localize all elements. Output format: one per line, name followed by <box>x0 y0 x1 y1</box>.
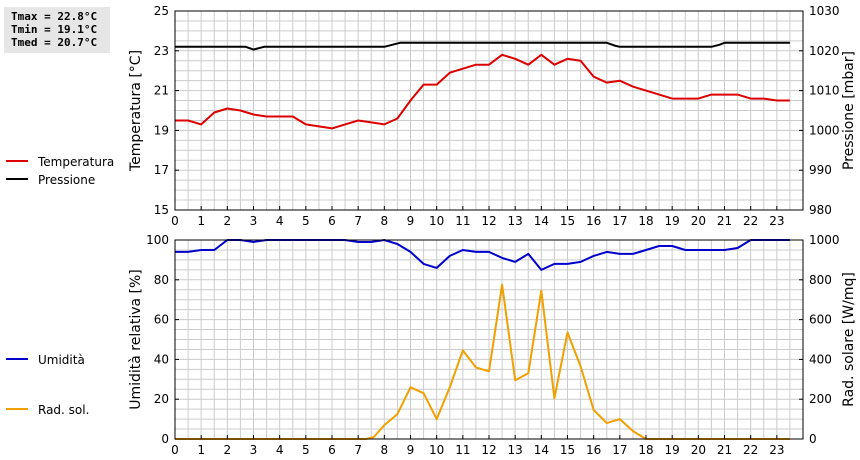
x-tick-label: 16 <box>586 443 601 457</box>
y2-tick-label: 0 <box>809 432 817 446</box>
legend-humidity-solar: Umidità Rad. sol. <box>6 353 89 417</box>
y2-tick-label: 1000 <box>809 123 840 137</box>
x-tick-label: 5 <box>302 214 310 228</box>
y2-tick-label: 1030 <box>809 4 840 18</box>
y-tick-label: 0 <box>161 432 169 446</box>
x-tick-label: 6 <box>328 214 336 228</box>
grid-2 <box>175 240 803 439</box>
y2-tick-label: 200 <box>809 392 832 406</box>
x-tick-label: 12 <box>481 214 496 228</box>
x-tick-label: 8 <box>381 443 389 457</box>
y-tick-label: 20 <box>154 392 169 406</box>
y2-tick-label: 1000 <box>809 233 840 247</box>
x-tick-label: 13 <box>508 443 523 457</box>
tmin-label: Tmin = 19.1°C <box>11 23 98 36</box>
y-tick-label: 80 <box>154 273 169 287</box>
x-tick-label: 6 <box>328 443 336 457</box>
x-tick-label: 2 <box>224 443 232 457</box>
x-tick-label: 20 <box>691 214 706 228</box>
y-tick-label: 17 <box>154 163 169 177</box>
y-tick-label: 40 <box>154 352 169 366</box>
ticks-1: 0 1 2 3 4 5 6 7 8 9 10 11 12 13 14 15 16 17 18 19 20 21 22 2315… <box>154 4 840 228</box>
y2-tick-label: 980 <box>809 203 832 217</box>
legend-label-pressure: Pressione <box>38 173 95 187</box>
x-tick-label: 16 <box>586 214 601 228</box>
x-tick-label: 19 <box>665 443 680 457</box>
x-tick-label: 10 <box>429 214 444 228</box>
y2-tick-label: 800 <box>809 273 832 287</box>
legend-label-temperature: Temperatura <box>37 155 114 169</box>
y2-tick-label: 1010 <box>809 84 840 98</box>
y2-tick-label: 600 <box>809 313 832 327</box>
x-tick-label: 20 <box>691 443 706 457</box>
x-tick-label: 19 <box>665 214 680 228</box>
legend-temperature-pressure: Temperatura Pressione <box>6 155 114 187</box>
series-line-temperatura <box>175 53 790 130</box>
x-tick-label: 11 <box>455 443 470 457</box>
x-tick-label: 13 <box>508 214 523 228</box>
x-tick-label: 9 <box>407 214 415 228</box>
y-tick-label: 15 <box>154 203 169 217</box>
y2-tick-label: 990 <box>809 163 832 177</box>
y2-axis-label-pressure: Pressione [mbar] <box>841 51 857 170</box>
x-tick-label: 18 <box>638 443 653 457</box>
x-tick-label: 21 <box>717 443 732 457</box>
y2-axis-label-solar: Rad. solare [W/mq] <box>841 272 857 407</box>
x-tick-label: 14 <box>534 443 549 457</box>
y-tick-label: 23 <box>154 44 169 58</box>
series-line-umidit <box>175 239 790 271</box>
x-tick-label: 3 <box>250 443 258 457</box>
x-tick-label: 7 <box>354 214 362 228</box>
x-tick-label: 15 <box>560 443 575 457</box>
x-tick-label: 22 <box>743 443 758 457</box>
y-tick-label: 25 <box>154 4 169 18</box>
stats-box: Tmax = 22.8°C Tmin = 19.1°C Tmed = 20.7°… <box>4 7 110 53</box>
temperature-pressure-chart: 0 1 2 3 4 5 6 7 8 9 10 11 12 13 14 15 16 17 18 19 20 21 22 2315… <box>128 4 857 228</box>
x-tick-label: 0 <box>171 214 179 228</box>
x-tick-label: 23 <box>769 443 784 457</box>
x-tick-label: 12 <box>481 443 496 457</box>
series-line-rad-sol <box>175 283 790 440</box>
x-tick-label: 5 <box>302 443 310 457</box>
y-axis-label-temperature: Temperatura [°C] <box>128 50 144 172</box>
x-tick-label: 22 <box>743 214 758 228</box>
x-tick-label: 2 <box>224 214 232 228</box>
grid-1 <box>175 11 803 210</box>
x-tick-label: 3 <box>250 214 258 228</box>
legend-label-humidity: Umidità <box>38 353 85 367</box>
y-axis-label-humidity: Umidità relativa [%] <box>128 269 144 410</box>
humidity-solar-chart: 0 1 2 3 4 5 6 7 8 9 10 11 12 13 14 15 16 17 18 19 20 21 22 2302… <box>128 233 857 457</box>
x-tick-label: 4 <box>276 443 284 457</box>
x-tick-label: 18 <box>638 214 653 228</box>
x-tick-label: 17 <box>612 214 627 228</box>
series-line-pressione <box>175 41 790 51</box>
y2-tick-label: 400 <box>809 352 832 366</box>
x-tick-label: 1 <box>197 214 205 228</box>
x-tick-label: 8 <box>381 214 389 228</box>
x-tick-label: 21 <box>717 214 732 228</box>
x-tick-label: 17 <box>612 443 627 457</box>
legend-label-solar: Rad. sol. <box>38 403 89 417</box>
x-tick-label: 1 <box>197 443 205 457</box>
x-tick-label: 0 <box>171 443 179 457</box>
x-tick-label: 14 <box>534 214 549 228</box>
x-tick-label: 11 <box>455 214 470 228</box>
x-tick-label: 10 <box>429 443 444 457</box>
tmax-label: Tmax = 22.8°C <box>11 10 98 23</box>
y-tick-label: 100 <box>146 233 169 247</box>
tmed-label: Tmed = 20.7°C <box>11 36 98 49</box>
ticks-2: 0 1 2 3 4 5 6 7 8 9 10 11 12 13 14 15 16 17 18 19 20 21 22 2302… <box>146 233 839 457</box>
x-tick-label: 4 <box>276 214 284 228</box>
x-tick-label: 7 <box>354 443 362 457</box>
x-tick-label: 15 <box>560 214 575 228</box>
series-1 <box>175 41 790 130</box>
x-tick-label: 9 <box>407 443 415 457</box>
y-tick-label: 19 <box>154 123 169 137</box>
x-tick-label: 23 <box>769 214 784 228</box>
y2-tick-label: 1020 <box>809 44 840 58</box>
y-tick-label: 60 <box>154 313 169 327</box>
y-tick-label: 21 <box>154 84 169 98</box>
